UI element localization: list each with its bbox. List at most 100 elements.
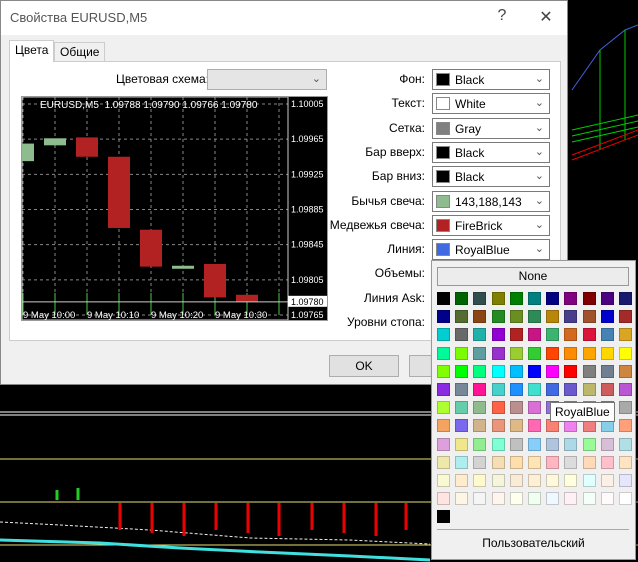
palette-color-swatch[interactable] [528,292,541,305]
palette-color-swatch[interactable] [546,474,560,487]
palette-color-swatch[interactable] [437,292,450,305]
palette-color-swatch[interactable] [619,455,632,469]
palette-color-swatch[interactable] [491,292,505,305]
close-icon[interactable]: ✕ [539,9,553,26]
palette-color-swatch[interactable] [491,474,505,487]
palette-color-swatch[interactable] [509,346,523,360]
palette-color-swatch[interactable] [473,401,487,415]
palette-color-swatch[interactable] [491,492,505,506]
palette-color-swatch[interactable] [600,383,614,396]
tab-general[interactable]: Общие [54,42,106,61]
palette-color-swatch[interactable] [619,310,632,324]
palette-color-swatch[interactable] [619,292,632,305]
palette-color-swatch[interactable] [509,383,523,396]
color-select[interactable]: 143,188,143 ⌄ [432,190,550,212]
palette-color-swatch[interactable] [528,437,541,451]
palette-color-swatch[interactable] [619,437,632,451]
palette-color-swatch[interactable] [509,292,523,305]
palette-color-swatch[interactable] [564,492,578,506]
palette-color-swatch[interactable] [582,328,596,342]
palette-color-swatch[interactable] [546,328,560,342]
palette-color-swatch[interactable] [528,328,541,342]
palette-color-swatch[interactable] [528,401,541,415]
palette-color-swatch[interactable] [437,492,450,506]
palette-color-swatch[interactable] [455,346,469,360]
palette-color-swatch[interactable] [437,328,450,342]
palette-color-swatch[interactable] [619,346,632,360]
palette-color-swatch[interactable] [582,492,596,506]
palette-color-swatch[interactable] [437,383,450,396]
palette-color-swatch[interactable] [546,310,560,324]
palette-color-swatch[interactable] [491,364,505,378]
color-select[interactable]: Black ⌄ [432,69,550,90]
ok-button[interactable]: OK [329,355,399,377]
palette-color-swatch[interactable] [528,474,541,487]
color-select[interactable]: FireBrick ⌄ [432,214,550,236]
tab-colors[interactable]: Цвета [9,40,55,62]
palette-color-swatch[interactable] [600,364,614,378]
palette-color-swatch[interactable] [619,419,632,433]
palette-color-swatch[interactable] [473,364,487,378]
palette-color-swatch[interactable] [491,383,505,396]
palette-color-swatch[interactable] [564,364,578,378]
palette-color-swatch[interactable] [437,419,450,433]
palette-color-swatch[interactable] [619,474,632,487]
palette-color-swatch[interactable] [455,437,469,451]
custom-color-button[interactable]: Пользовательский [482,536,585,550]
palette-color-swatch[interactable] [437,510,450,524]
palette-color-swatch[interactable] [564,346,578,360]
palette-color-swatch[interactable] [491,328,505,342]
palette-color-swatch[interactable] [582,455,596,469]
palette-color-swatch[interactable] [509,474,523,487]
palette-color-swatch[interactable] [473,346,487,360]
palette-color-swatch[interactable] [509,492,523,506]
palette-color-swatch[interactable] [564,328,578,342]
palette-color-swatch[interactable] [564,437,578,451]
palette-color-swatch[interactable] [491,310,505,324]
palette-color-swatch[interactable] [473,310,487,324]
color-select[interactable]: RoyalBlue ⌄ [432,239,550,261]
palette-color-swatch[interactable] [546,437,560,451]
palette-color-swatch[interactable] [437,364,450,378]
palette-color-swatch[interactable] [473,292,487,305]
palette-color-swatch[interactable] [455,328,469,342]
palette-color-swatch[interactable] [619,492,632,506]
palette-color-swatch[interactable] [491,401,505,415]
palette-color-swatch[interactable] [546,455,560,469]
palette-color-swatch[interactable] [582,364,596,378]
palette-color-swatch[interactable] [582,310,596,324]
none-color-button[interactable]: None [437,267,629,286]
palette-color-swatch[interactable] [564,455,578,469]
palette-color-swatch[interactable] [509,328,523,342]
color-select[interactable]: Gray ⌄ [432,117,550,139]
color-select[interactable]: Black ⌄ [432,166,550,188]
palette-color-swatch[interactable] [437,437,450,451]
palette-color-swatch[interactable] [619,364,632,378]
color-select[interactable]: Black ⌄ [432,141,550,163]
palette-color-swatch[interactable] [491,455,505,469]
palette-color-swatch[interactable] [437,401,450,415]
palette-color-swatch[interactable] [437,474,450,487]
palette-color-swatch[interactable] [437,346,450,360]
palette-color-swatch[interactable] [528,346,541,360]
palette-color-swatch[interactable] [564,292,578,305]
palette-color-swatch[interactable] [600,328,614,342]
palette-color-swatch[interactable] [600,492,614,506]
palette-color-swatch[interactable] [455,419,469,433]
palette-color-swatch[interactable] [546,383,560,396]
palette-color-swatch[interactable] [455,455,469,469]
palette-color-swatch[interactable] [528,419,541,433]
palette-color-swatch[interactable] [528,310,541,324]
palette-color-swatch[interactable] [528,492,541,506]
palette-color-swatch[interactable] [582,292,596,305]
palette-color-swatch[interactable] [455,474,469,487]
palette-color-swatch[interactable] [582,383,596,396]
palette-color-swatch[interactable] [455,310,469,324]
palette-color-swatch[interactable] [473,492,487,506]
palette-color-swatch[interactable] [509,419,523,433]
palette-color-swatch[interactable] [509,364,523,378]
palette-color-swatch[interactable] [509,437,523,451]
palette-color-swatch[interactable] [546,364,560,378]
palette-color-swatch[interactable] [491,437,505,451]
palette-color-swatch[interactable] [528,364,541,378]
